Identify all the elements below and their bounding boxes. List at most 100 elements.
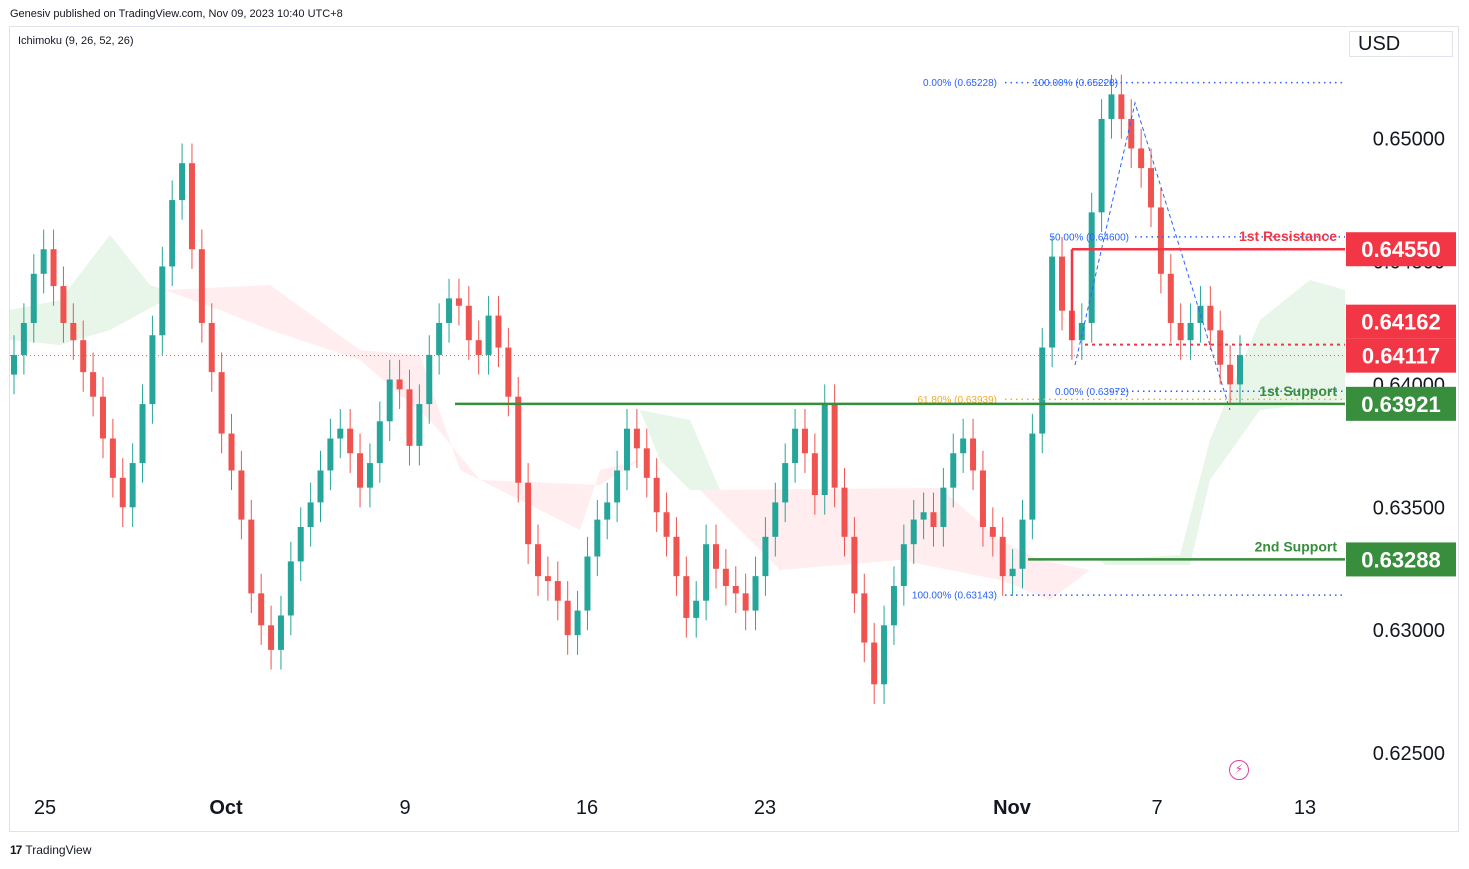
y-tick-label: 0.65000 xyxy=(1373,129,1445,151)
candle-body xyxy=(782,463,789,503)
price-label-text: 0.63921 xyxy=(1361,392,1441,417)
candle-body xyxy=(297,526,304,562)
fib-label: 0.00% (0.65228) xyxy=(923,78,997,89)
candle-body xyxy=(287,561,294,616)
candle-body xyxy=(455,298,462,306)
candle-body xyxy=(594,519,601,557)
flash-icon[interactable]: ⚡ xyxy=(1229,760,1249,780)
candle-body xyxy=(614,470,621,503)
candle-body xyxy=(366,463,373,488)
candle-body xyxy=(950,453,957,488)
candle-body xyxy=(159,266,166,336)
candle-body xyxy=(149,335,156,405)
candle-body xyxy=(1128,118,1135,149)
candle-body xyxy=(50,249,57,287)
fib-label: 100.00% (0.65228) xyxy=(1033,78,1118,89)
candle-body xyxy=(485,315,492,355)
candle-body xyxy=(910,519,917,545)
candle-body xyxy=(248,519,255,594)
candle-body xyxy=(426,354,433,405)
candle-body xyxy=(762,536,769,577)
candle-body xyxy=(139,404,146,464)
candle-body xyxy=(11,354,17,375)
candle-body xyxy=(861,593,868,643)
candle-body xyxy=(416,404,423,446)
candle-body xyxy=(357,453,364,488)
candle-body xyxy=(327,438,334,471)
x-tick-label: 23 xyxy=(754,797,776,819)
ichimoku-cloud-bull-2 xyxy=(1100,280,1345,565)
candle-body xyxy=(1187,322,1194,341)
price-label-box xyxy=(1346,304,1456,339)
candle-body xyxy=(436,322,443,355)
candle-body xyxy=(643,448,650,478)
x-tick-label: 7 xyxy=(1151,797,1162,819)
price-label-box xyxy=(1346,386,1456,421)
candle-body xyxy=(268,625,275,650)
candle-body xyxy=(663,512,670,537)
x-tick-label: Nov xyxy=(993,797,1032,819)
candle-body xyxy=(772,502,779,537)
candle-body xyxy=(624,428,630,471)
candle-body xyxy=(1167,273,1174,323)
candle-body xyxy=(465,305,472,341)
candle-body xyxy=(722,568,729,586)
level-label-1st-resistance: 1st Resistance xyxy=(1239,228,1337,244)
chart-frame xyxy=(9,26,1459,832)
candle-body xyxy=(307,502,314,527)
candle-body xyxy=(30,273,37,323)
candle-body xyxy=(70,322,77,341)
candle-body xyxy=(317,470,324,503)
candle-body xyxy=(801,428,808,454)
candle-body xyxy=(792,428,799,464)
candle-body xyxy=(169,200,176,267)
ichimoku-cloud-bull-0 xyxy=(10,235,165,345)
candle-body xyxy=(90,372,97,397)
y-tick-label: 0.62500 xyxy=(1373,743,1445,765)
candle-body xyxy=(851,536,858,594)
x-tick-label: Oct xyxy=(209,797,243,819)
ichimoku-cloud-bear-0 xyxy=(165,285,640,530)
candle-body xyxy=(960,438,967,454)
candle-body xyxy=(920,512,927,520)
x-tick-label: 16 xyxy=(576,797,598,819)
candle-body xyxy=(712,544,719,569)
candle-body xyxy=(752,576,759,611)
candle-body xyxy=(871,642,878,685)
candle-body xyxy=(1078,322,1085,341)
candle-body xyxy=(979,470,986,527)
candle-body xyxy=(604,502,611,520)
candle-body xyxy=(1059,256,1066,311)
candle-body xyxy=(1088,212,1095,323)
candle-body xyxy=(20,322,27,355)
candle-body xyxy=(1227,364,1234,385)
candle-body xyxy=(1217,330,1224,365)
candle-body xyxy=(900,544,907,586)
publisher-caption: Genesiv published on TradingView.com, No… xyxy=(10,8,343,20)
candle-body xyxy=(742,593,749,611)
candle-body xyxy=(1029,433,1036,520)
candle-body xyxy=(1039,347,1046,434)
candle-body xyxy=(188,163,195,250)
candle-body xyxy=(1098,118,1105,213)
candle-body xyxy=(1138,148,1145,169)
candle-body xyxy=(475,340,482,355)
candle-body xyxy=(1009,568,1016,577)
candle-body xyxy=(238,470,245,520)
candle-body xyxy=(564,600,571,636)
currency-selector[interactable]: USD xyxy=(1349,31,1453,57)
candle-body xyxy=(633,428,640,449)
candle-body xyxy=(683,576,690,618)
candle-body xyxy=(584,556,591,611)
indicator-legend[interactable]: Ichimoku (9, 26, 52, 26) xyxy=(18,35,134,47)
ichimoku-cloud-bull-1 xyxy=(640,410,720,490)
x-tick-label: 13 xyxy=(1294,797,1316,819)
candle-body xyxy=(80,340,87,373)
candle-body xyxy=(535,544,542,577)
fib-label: 50.00% (0.64600) xyxy=(1049,232,1129,243)
price-label-box xyxy=(1346,232,1456,267)
candle-body xyxy=(525,482,532,545)
candle-body xyxy=(841,487,848,537)
fib-label: 100.00% (0.63143) xyxy=(912,591,997,602)
